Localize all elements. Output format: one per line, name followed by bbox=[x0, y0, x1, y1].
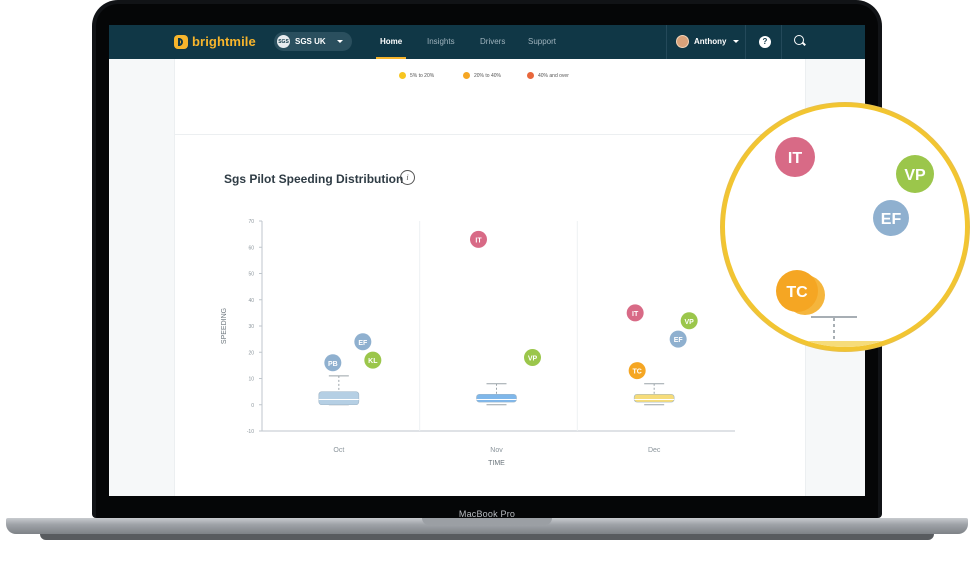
tab-insights[interactable]: Insights bbox=[427, 37, 455, 46]
chart-title: Sgs Pilot Speeding Distribution bbox=[224, 172, 404, 186]
y-axis-label: SPEEDING bbox=[221, 308, 228, 344]
avatar bbox=[676, 35, 689, 48]
x-axis-label: TIME bbox=[488, 460, 505, 467]
zoom-bubble-label: VP bbox=[904, 167, 926, 184]
tab-home[interactable]: Home bbox=[375, 25, 407, 59]
y-tick-label: 0 bbox=[251, 403, 254, 409]
outlier-bubble bbox=[628, 362, 646, 380]
y-tick-label: 70 bbox=[248, 219, 254, 225]
laptop-shadow bbox=[40, 534, 934, 540]
content-card bbox=[174, 59, 806, 496]
legend-dot bbox=[527, 72, 534, 79]
tab-drivers[interactable]: Drivers bbox=[480, 37, 506, 46]
outlier-label: EF bbox=[358, 340, 368, 347]
help-icon[interactable]: ? bbox=[759, 36, 771, 48]
outlier-label: KL bbox=[368, 358, 378, 365]
zoom-bubble bbox=[896, 155, 934, 193]
laptop-notch bbox=[422, 518, 552, 525]
legend-item: 40% and over bbox=[527, 72, 569, 79]
outlier-bubble bbox=[364, 351, 382, 369]
legend-label: 20% to 40% bbox=[474, 72, 501, 79]
legend-label: 5% to 20% bbox=[410, 72, 435, 79]
outlier-bubble bbox=[470, 230, 487, 248]
outlier-bubble bbox=[324, 354, 342, 372]
zoom-bubble bbox=[775, 137, 815, 177]
laptop-base bbox=[6, 518, 968, 534]
card-divider bbox=[174, 134, 804, 135]
info-icon[interactable]: i bbox=[400, 170, 415, 185]
zoom-bubble-label: IT bbox=[788, 150, 802, 167]
outlier-label: IT bbox=[475, 237, 482, 244]
x-tick-label: Nov bbox=[490, 447, 503, 454]
chevron-down-icon bbox=[336, 40, 343, 43]
user-name: Anthony bbox=[694, 37, 727, 46]
x-tick-label: Oct bbox=[333, 447, 344, 454]
outlier-bubble bbox=[524, 349, 541, 366]
box bbox=[318, 391, 360, 406]
org-label: SGS UK bbox=[295, 37, 326, 46]
zoom-bubble bbox=[873, 200, 909, 236]
y-tick-label: 50 bbox=[248, 272, 254, 278]
zoom-bubble-label: EF bbox=[881, 211, 902, 228]
org-selector[interactable]: SGS SGS UK bbox=[274, 32, 352, 51]
y-tick-label: 30 bbox=[248, 324, 254, 330]
legend-item: 5% to 20% bbox=[399, 72, 434, 79]
org-badge-icon: SGS bbox=[277, 35, 290, 48]
brightmile-logo-icon bbox=[174, 34, 188, 49]
zoom-content: IT VP EF TC bbox=[775, 137, 934, 347]
user-menu[interactable]: Anthony bbox=[676, 35, 740, 48]
zoom-bubble-label: TC bbox=[786, 284, 808, 301]
y-tick-label: -10 bbox=[247, 429, 254, 435]
nav-divider bbox=[745, 25, 746, 59]
brand-logo[interactable]: brightmile bbox=[174, 34, 256, 49]
device-label: MacBook Pro bbox=[458, 509, 516, 519]
top-nav: brightmile SGS SGS UK Home Insights Driv… bbox=[109, 25, 865, 59]
brand-name: brightmile bbox=[192, 34, 256, 49]
outlier-bubble bbox=[669, 330, 687, 348]
legend-dot bbox=[463, 72, 470, 79]
outlier-bubble bbox=[354, 333, 372, 351]
nav-divider bbox=[666, 25, 667, 59]
outlier-label: VP bbox=[528, 356, 538, 363]
y-tick-label: 40 bbox=[248, 298, 254, 304]
chevron-down-icon bbox=[733, 40, 740, 43]
zoom-callout: IT VP EF TC bbox=[721, 103, 969, 351]
x-tick-label: Dec bbox=[648, 447, 661, 454]
outlier-label: VP bbox=[684, 319, 694, 326]
speeding-chart: -10 0 10 20 30 40 50 60 70 Oct Nov Dec TIME SPEEDING P… bbox=[221, 219, 735, 467]
outlier-label: TC bbox=[632, 369, 641, 376]
legend-item: 20% to 40% bbox=[463, 72, 501, 79]
legend-dot bbox=[399, 72, 406, 79]
outlier-bubble bbox=[626, 304, 644, 322]
outlier-bubble bbox=[680, 312, 698, 330]
outlier-label: EF bbox=[674, 337, 684, 344]
zoom-box bbox=[807, 341, 887, 347]
legend-label: 40% and over bbox=[538, 72, 569, 79]
y-tick-label: 60 bbox=[248, 245, 254, 251]
y-tick-label: 20 bbox=[248, 350, 254, 356]
box bbox=[476, 393, 517, 403]
nav-divider bbox=[781, 25, 782, 59]
search-icon[interactable] bbox=[794, 35, 804, 45]
zoom-bubble bbox=[776, 270, 818, 312]
y-tick-label: 10 bbox=[248, 377, 254, 383]
outlier-label: IT bbox=[632, 311, 639, 318]
outlier-label: PB bbox=[328, 361, 338, 368]
box bbox=[633, 393, 675, 403]
tab-support[interactable]: Support bbox=[528, 37, 557, 46]
